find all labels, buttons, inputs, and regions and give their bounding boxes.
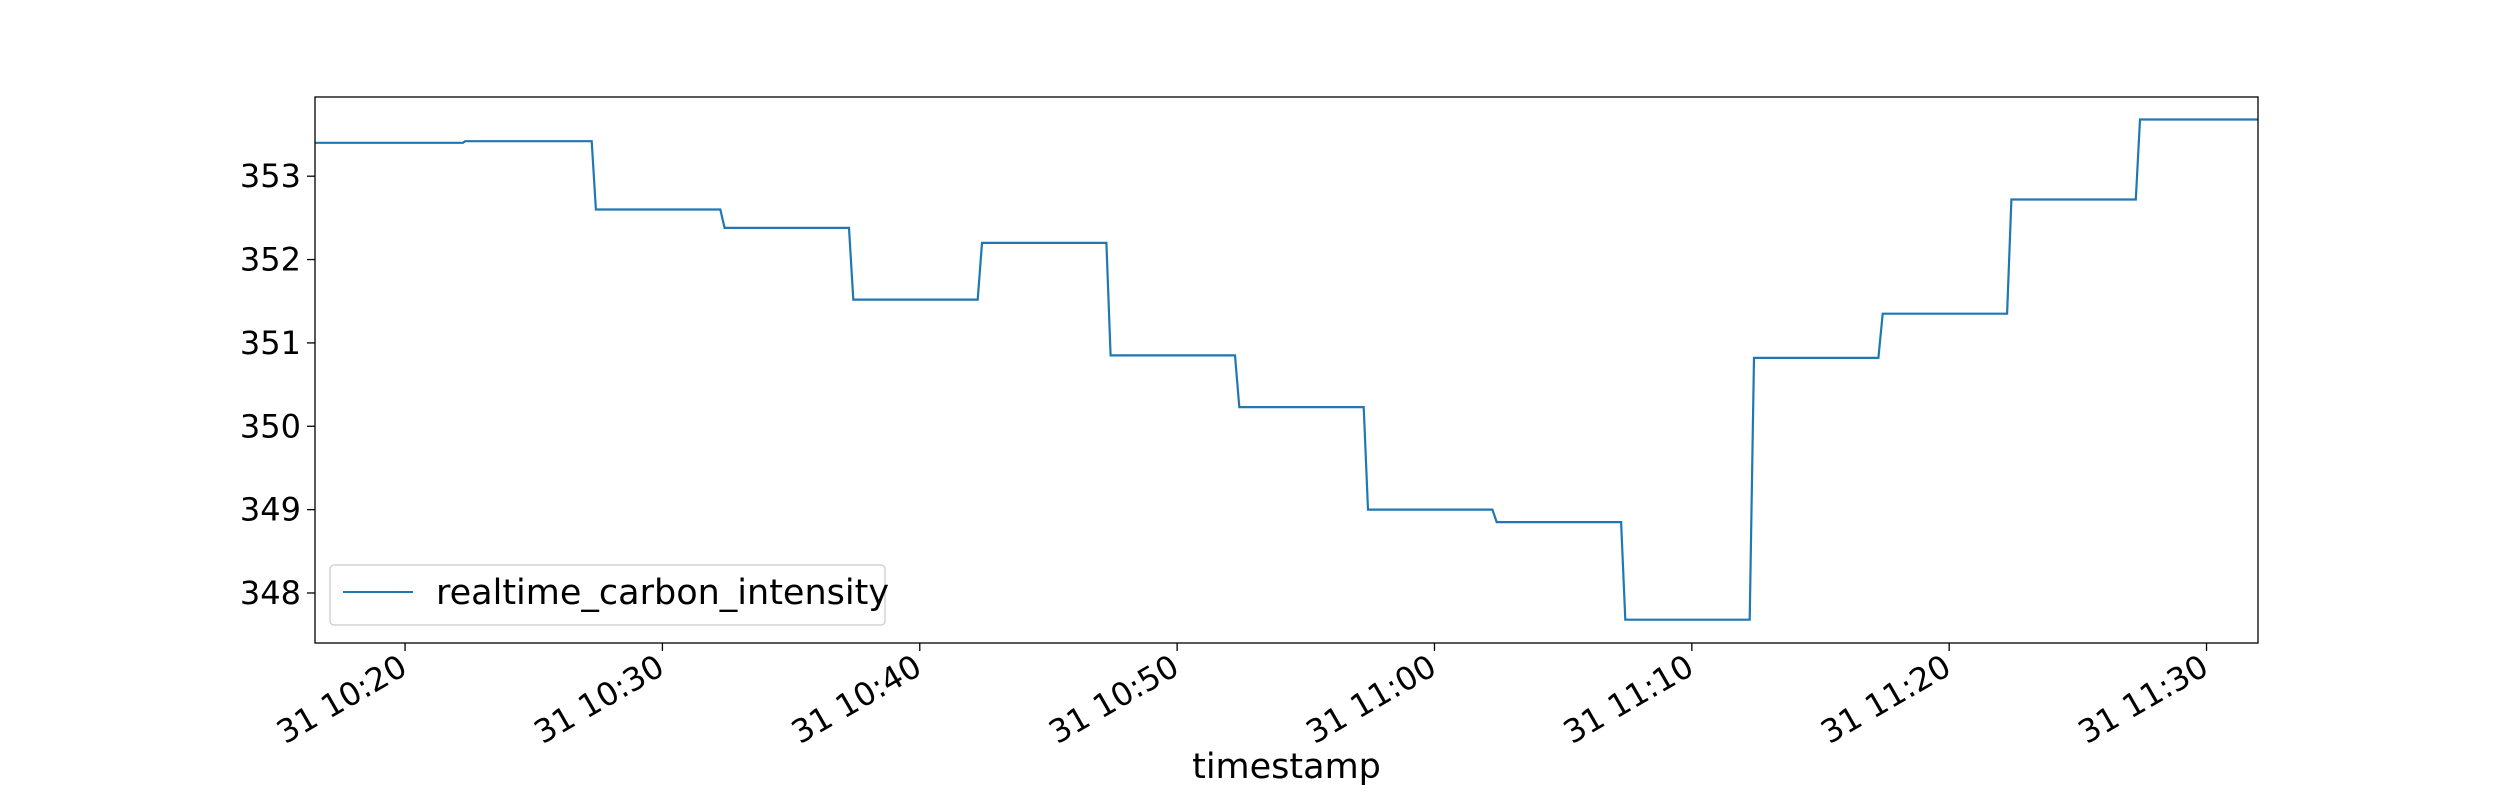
axes-frame bbox=[314, 96, 2259, 644]
x-tick-label: 31 10:40 bbox=[785, 647, 928, 751]
y-tick-label: 353 bbox=[240, 157, 301, 195]
legend: realtime_carbon_intensity bbox=[329, 564, 889, 626]
x-tick-label: 31 11:10 bbox=[1557, 647, 1700, 751]
y-tick-label: 349 bbox=[240, 491, 301, 529]
plot-area bbox=[315, 118, 2258, 621]
x-tick-label: 31 11:30 bbox=[2072, 647, 2215, 751]
y-tick-label: 350 bbox=[240, 407, 301, 445]
legend-label: realtime_carbon_intensity bbox=[436, 573, 889, 613]
y-tick-label: 352 bbox=[240, 241, 301, 279]
x-axis: 31 10:20 31 10:30 31 10:40 31 10:50 31 11:00… bbox=[270, 643, 2215, 751]
x-axis-label: timestamp bbox=[1192, 747, 1381, 787]
x-tick-label: 31 10:20 bbox=[270, 647, 413, 751]
legend-box bbox=[329, 564, 886, 626]
x-tick-label: 31 10:50 bbox=[1042, 647, 1185, 751]
x-tick-label: 31 11:00 bbox=[1300, 647, 1443, 751]
y-tick-label: 348 bbox=[240, 574, 301, 612]
x-tick-label: 31 11:20 bbox=[1814, 647, 1957, 751]
y-tick-label: 351 bbox=[240, 324, 301, 362]
series-line-0 bbox=[315, 118, 2258, 621]
y-axis: 348 349 350 351 352 353 bbox=[240, 157, 315, 612]
x-tick-label: 31 10:30 bbox=[527, 647, 670, 751]
